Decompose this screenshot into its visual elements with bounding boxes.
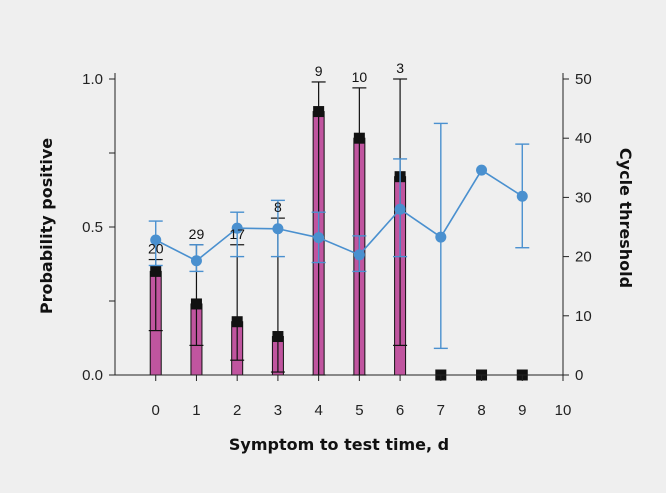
count-label-day-0: 20 <box>148 241 164 257</box>
cycle-threshold-line <box>155 169 523 262</box>
count-label-day-1: 29 <box>189 226 205 242</box>
count-labels-layer: 20 29 17 8 9 10 3 <box>148 60 404 257</box>
ct-point-day-8 <box>476 164 488 176</box>
bar-markers-layer <box>150 106 528 381</box>
x-tick-label-1: 1 <box>192 402 200 419</box>
y-tick-label-1: 0.5 <box>82 219 103 236</box>
prob-marker-day-0 <box>150 265 162 277</box>
x-tick-label-9: 9 <box>518 402 526 419</box>
ct-point-day-6 <box>394 203 406 215</box>
x-tick-label-5: 5 <box>355 402 363 419</box>
y2-tick-label-10: 10 <box>575 308 592 325</box>
prob-marker-day-1 <box>190 298 202 310</box>
x-tick-label-3: 3 <box>274 402 282 419</box>
y-tick-label-2: 1.0 <box>82 71 103 88</box>
y2-axis-title: Cycle threshold <box>616 148 635 288</box>
x-tick-label-4: 4 <box>314 402 322 419</box>
y2-tick-label-50: 50 <box>575 71 592 88</box>
x-tick-label-8: 8 <box>477 402 485 419</box>
x-axis-title: Symptom to test time, d <box>229 435 449 454</box>
y2-tick-label-40: 40 <box>575 130 592 147</box>
count-label-day-6: 3 <box>396 60 404 76</box>
x-tick-label-2: 2 <box>233 402 241 419</box>
y2-tick-label-30: 30 <box>575 189 592 206</box>
ct-point-day-7 <box>435 231 447 243</box>
ct-point-day-2 <box>231 222 243 234</box>
y-axis-title: Probability positive <box>37 138 56 314</box>
ct-point-day-4 <box>313 232 325 244</box>
prob-marker-day-5 <box>353 132 365 144</box>
prob-marker-day-4 <box>313 106 325 118</box>
x-tick-label-7: 7 <box>437 402 445 419</box>
ct-point-day-5 <box>353 249 365 261</box>
count-label-day-4: 9 <box>315 63 323 79</box>
ct-point-day-9 <box>516 190 528 202</box>
axes-layer: 0.0 0.5 1.0 0 10 20 30 40 50 0 1 2 3 4 5 6 7 8 9 10 <box>82 71 592 419</box>
x-tick-label-6: 6 <box>396 402 404 419</box>
count-label-day-5: 10 <box>352 69 368 85</box>
count-label-day-2: 17 <box>229 226 245 242</box>
cycle-threshold-layer <box>148 122 530 350</box>
prob-marker-day-2 <box>231 316 243 328</box>
y2-tick-label-0: 0 <box>575 367 583 384</box>
ct-point-day-1 <box>190 255 202 267</box>
x-tick-label-0: 0 <box>152 402 160 419</box>
count-label-day-3: 8 <box>274 199 282 215</box>
y-tick-label-0: 0.0 <box>82 367 103 384</box>
y2-tick-label-20: 20 <box>575 249 592 266</box>
ct-point-day-0 <box>150 234 162 246</box>
x-tick-label-10: 10 <box>555 402 572 419</box>
prob-marker-day-3 <box>272 331 284 343</box>
ct-point-day-3 <box>272 223 284 235</box>
